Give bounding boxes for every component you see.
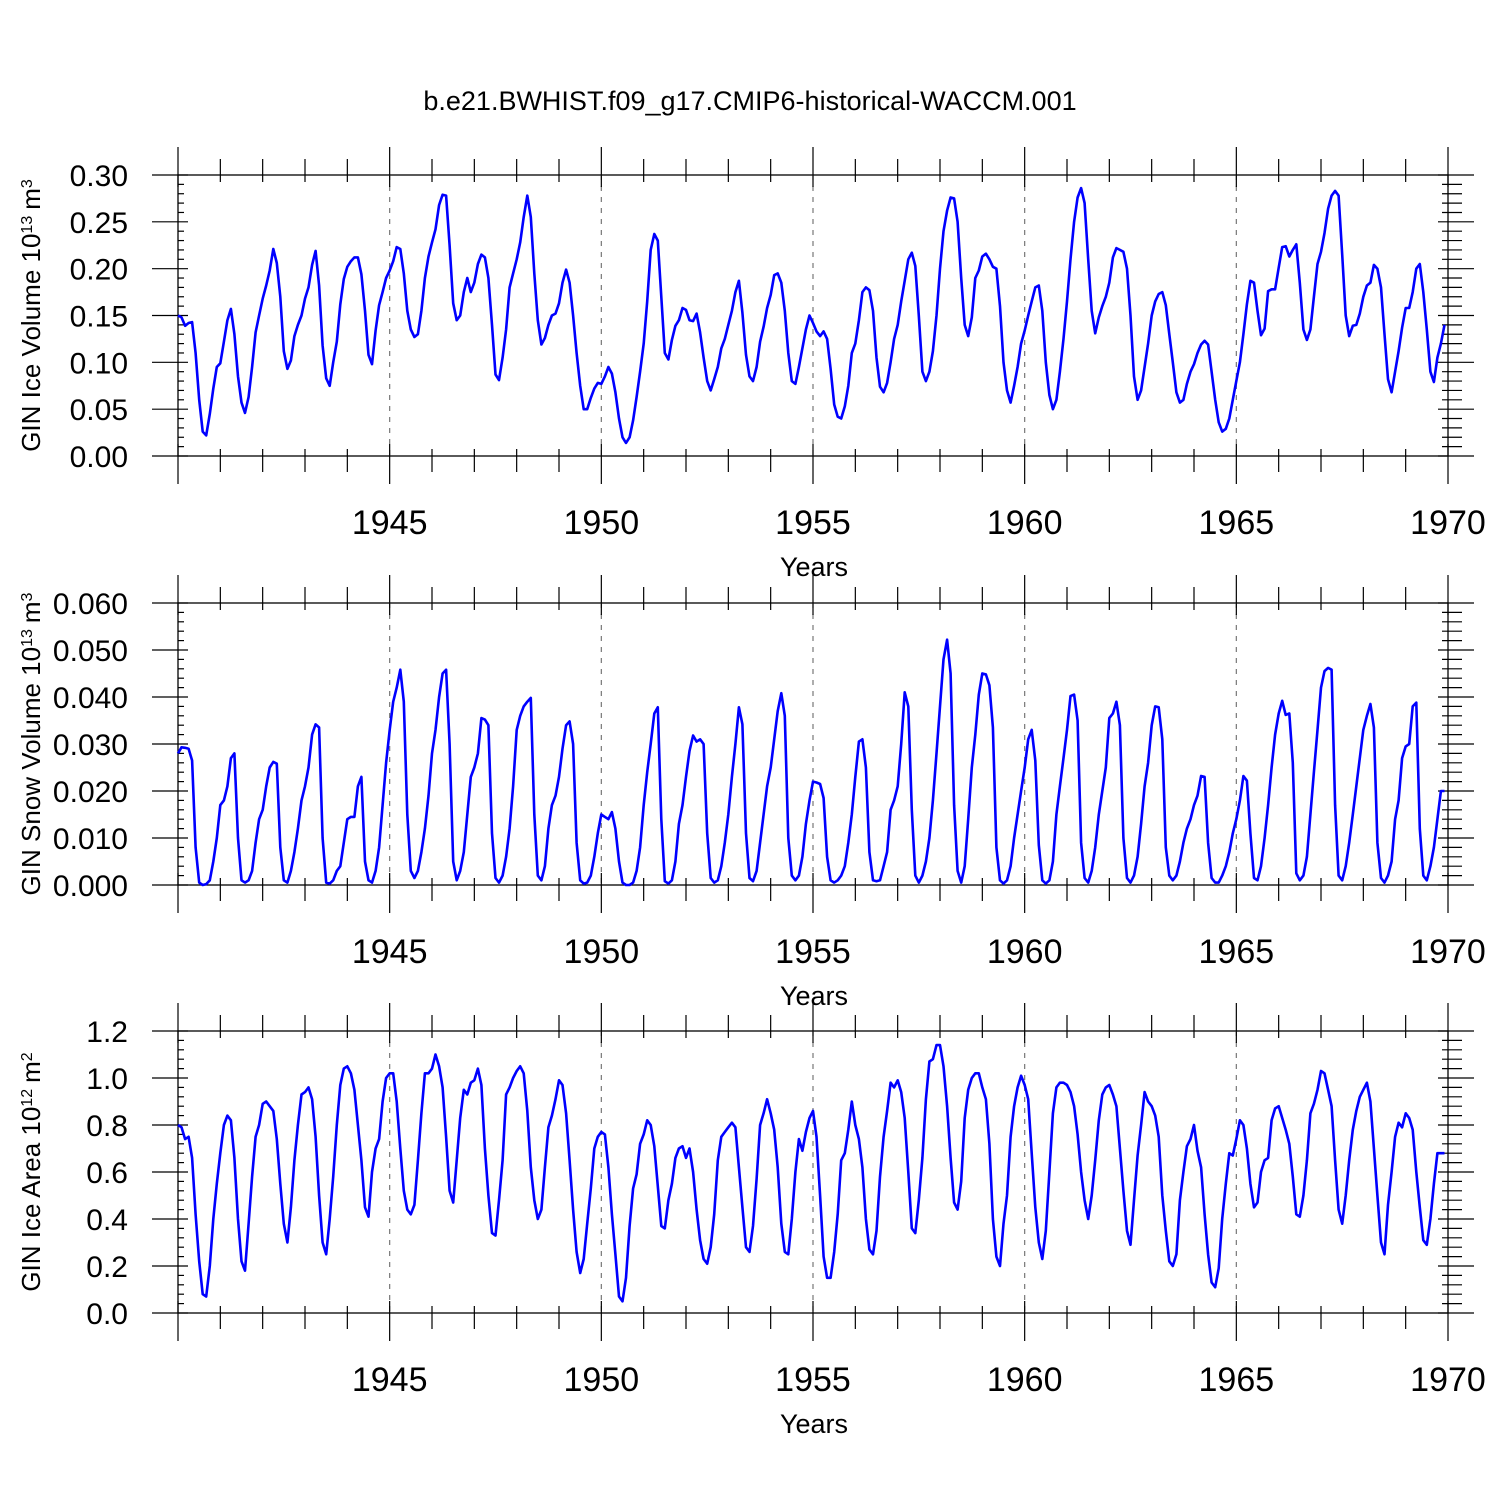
y-tick-label: 0.010 (53, 823, 128, 856)
y-tick-label: 0.2 (86, 1251, 128, 1284)
plot-frame (177, 602, 1449, 886)
y-tick-label: 0.30 (70, 160, 128, 193)
y-tick-label: 0.05 (70, 394, 128, 427)
x-tick-label: 1950 (564, 504, 640, 542)
panel-ice-volume: GIN Ice Volume 1013 m3 Years 0.00 0.05 0.10… (16, 147, 1486, 582)
series-line (177, 1043, 1445, 1303)
y-tick-label: 0.4 (86, 1204, 128, 1237)
y-axis-label-text: GIN Ice Area 10 (16, 1107, 46, 1292)
y-axis-label-unit: m (16, 188, 46, 210)
y-axis-label-text: GIN Ice Volume 10 (16, 234, 46, 452)
y-tick-label: 0.020 (53, 776, 128, 809)
x-axis-label: Years (780, 981, 848, 1011)
x-tick-label: 1950 (564, 933, 640, 971)
y-axis-label: GIN Snow Volume 1013 m3 (16, 592, 46, 895)
y-axis-label-exponent: 13 (19, 216, 36, 234)
panel-snow-volume: GIN Snow Volume 1013 m3 Years 0.000 0.010 0… (16, 575, 1486, 1011)
y-axis-label-unit-exponent: 3 (19, 179, 36, 188)
main-title: b.e21.BWHIST.f09_g17.CMIP6-historical-WA… (423, 86, 1076, 116)
y-tick-label: 1.0 (86, 1063, 128, 1096)
x-tick-label: 1950 (564, 1361, 640, 1399)
y-axis-label: GIN Ice Area 1012 m2 (16, 1052, 46, 1291)
y-axis-label-unit: m (16, 1061, 46, 1083)
y-axis-label-unit-exponent: 3 (19, 592, 36, 601)
x-tick-label: 1945 (352, 504, 428, 542)
y-tick-label: 0.000 (53, 870, 128, 903)
x-axis-label: Years (780, 552, 848, 582)
x-tick-label: 1960 (987, 1361, 1063, 1399)
x-tick-label: 1970 (1410, 1361, 1486, 1399)
y-axis-label-unit-exponent: 2 (19, 1052, 36, 1061)
x-tick-label: 1960 (987, 933, 1063, 971)
y-tick-label: 0.20 (70, 254, 128, 287)
y-tick-label: 0.8 (86, 1110, 128, 1143)
x-tick-label: 1955 (775, 1361, 851, 1399)
y-tick-label: 0.030 (53, 729, 128, 762)
x-tick-label: 1965 (1199, 1361, 1275, 1399)
x-axis-label: Years (780, 1409, 848, 1439)
x-tick-label: 1965 (1199, 504, 1275, 542)
series-line (177, 186, 1446, 445)
y-axis-label-unit: m (16, 601, 46, 623)
y-axis-label-exponent: 13 (19, 629, 36, 647)
x-tick-label: 1970 (1410, 504, 1486, 542)
x-tick-label: 1945 (352, 933, 428, 971)
y-tick-label: 0.040 (53, 682, 128, 715)
plot-frame (177, 1030, 1449, 1314)
y-tick-label: 0.00 (70, 441, 128, 474)
y-tick-label: 0.15 (70, 301, 128, 334)
series-line (176, 638, 1445, 887)
panel-ice-area: GIN Ice Area 1012 m2 Years 0.0 0.2 0.4 0.6 0.… (16, 1003, 1486, 1439)
y-tick-label: 1.2 (86, 1016, 128, 1049)
y-tick-label: 0.10 (70, 347, 128, 380)
y-tick-label: 0.050 (53, 635, 128, 668)
y-axis-label-text: GIN Snow Volume 10 (16, 647, 46, 896)
y-tick-label: 0.6 (86, 1157, 128, 1190)
y-tick-label: 0.060 (53, 588, 128, 621)
y-axis-label: GIN Ice Volume 1013 m3 (16, 179, 46, 452)
x-tick-label: 1945 (352, 1361, 428, 1399)
x-tick-label: 1960 (987, 504, 1063, 542)
x-tick-label: 1965 (1199, 933, 1275, 971)
y-tick-label: 0.25 (70, 207, 128, 240)
x-tick-label: 1955 (775, 504, 851, 542)
y-axis-label-exponent: 12 (19, 1089, 36, 1107)
y-tick-label: 0.0 (86, 1298, 128, 1331)
x-tick-label: 1970 (1410, 933, 1486, 971)
x-tick-label: 1955 (775, 933, 851, 971)
